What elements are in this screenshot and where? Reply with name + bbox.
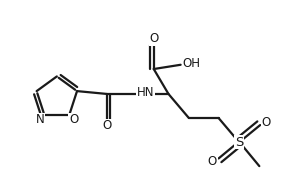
Text: S: S	[235, 136, 243, 148]
Text: O: O	[102, 119, 111, 132]
Text: HN: HN	[137, 86, 154, 99]
Text: O: O	[69, 113, 78, 126]
Text: O: O	[149, 32, 158, 45]
Text: O: O	[208, 155, 217, 168]
Text: N: N	[36, 113, 44, 126]
Text: OH: OH	[182, 57, 200, 70]
Text: O: O	[262, 116, 271, 129]
